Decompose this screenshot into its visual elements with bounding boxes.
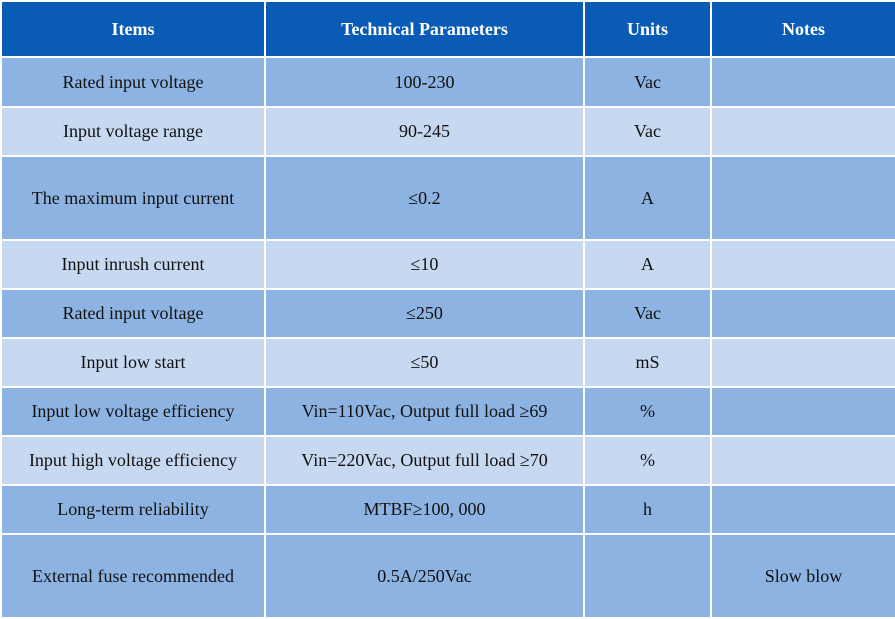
cell-param: MTBF≥100, 000: [264, 484, 585, 535]
header-items: Items: [0, 0, 266, 58]
cell-param: ≤250: [264, 288, 585, 339]
cell-param: 90-245: [264, 106, 585, 157]
cell-unit: A: [583, 155, 712, 241]
cell-unit: %: [583, 435, 712, 486]
cell-item: Rated input voltage: [0, 56, 266, 108]
cell-param: Vin=220Vac, Output full load ≥70: [264, 435, 585, 486]
cell-unit: %: [583, 386, 712, 437]
cell-note: [710, 106, 895, 157]
cell-note: [710, 484, 895, 535]
cell-item: External fuse recommended: [0, 533, 266, 619]
cell-param: Vin=110Vac, Output full load ≥69: [264, 386, 585, 437]
cell-unit: mS: [583, 337, 712, 388]
cell-unit: Vac: [583, 288, 712, 339]
cell-param: 100-230: [264, 56, 585, 108]
table-row: Long-term reliability MTBF≥100, 000 h: [0, 484, 895, 535]
cell-item: Input high voltage efficiency: [0, 435, 266, 486]
cell-item: Rated input voltage: [0, 288, 266, 339]
cell-note: [710, 56, 895, 108]
header-units: Units: [583, 0, 712, 58]
table-row: Rated input voltage ≤250 Vac: [0, 288, 895, 339]
table-row: Input inrush current ≤10 A: [0, 239, 895, 290]
cell-note: [710, 435, 895, 486]
table-row: Input low voltage efficiency Vin=110Vac,…: [0, 386, 895, 437]
cell-param: ≤50: [264, 337, 585, 388]
table-row: Rated input voltage 100-230 Vac: [0, 56, 895, 108]
cell-unit: [583, 533, 712, 619]
table-row: External fuse recommended 0.5A/250Vac Sl…: [0, 533, 895, 619]
cell-unit: Vac: [583, 106, 712, 157]
cell-item: Input low voltage efficiency: [0, 386, 266, 437]
cell-unit: A: [583, 239, 712, 290]
table-row: Input high voltage efficiency Vin=220Vac…: [0, 435, 895, 486]
cell-item: Long-term reliability: [0, 484, 266, 535]
cell-unit: Vac: [583, 56, 712, 108]
cell-param: 0.5A/250Vac: [264, 533, 585, 619]
cell-param: ≤0.2: [264, 155, 585, 241]
cell-note: [710, 386, 895, 437]
cell-param: ≤10: [264, 239, 585, 290]
cell-note: [710, 337, 895, 388]
table-row: Input voltage range 90-245 Vac: [0, 106, 895, 157]
table-row: The maximum input current ≤0.2 A: [0, 155, 895, 241]
cell-item: Input voltage range: [0, 106, 266, 157]
cell-note: [710, 239, 895, 290]
cell-item: Input inrush current: [0, 239, 266, 290]
table-row: Input low start ≤50 mS: [0, 337, 895, 388]
cell-unit: h: [583, 484, 712, 535]
cell-item: The maximum input current: [0, 155, 266, 241]
header-notes: Notes: [710, 0, 895, 58]
cell-note: [710, 155, 895, 241]
cell-item: Input low start: [0, 337, 266, 388]
cell-note: Slow blow: [710, 533, 895, 619]
cell-note: [710, 288, 895, 339]
header-technical-parameters: Technical Parameters: [264, 0, 585, 58]
table-header-row: Items Technical Parameters Units Notes: [0, 0, 895, 58]
